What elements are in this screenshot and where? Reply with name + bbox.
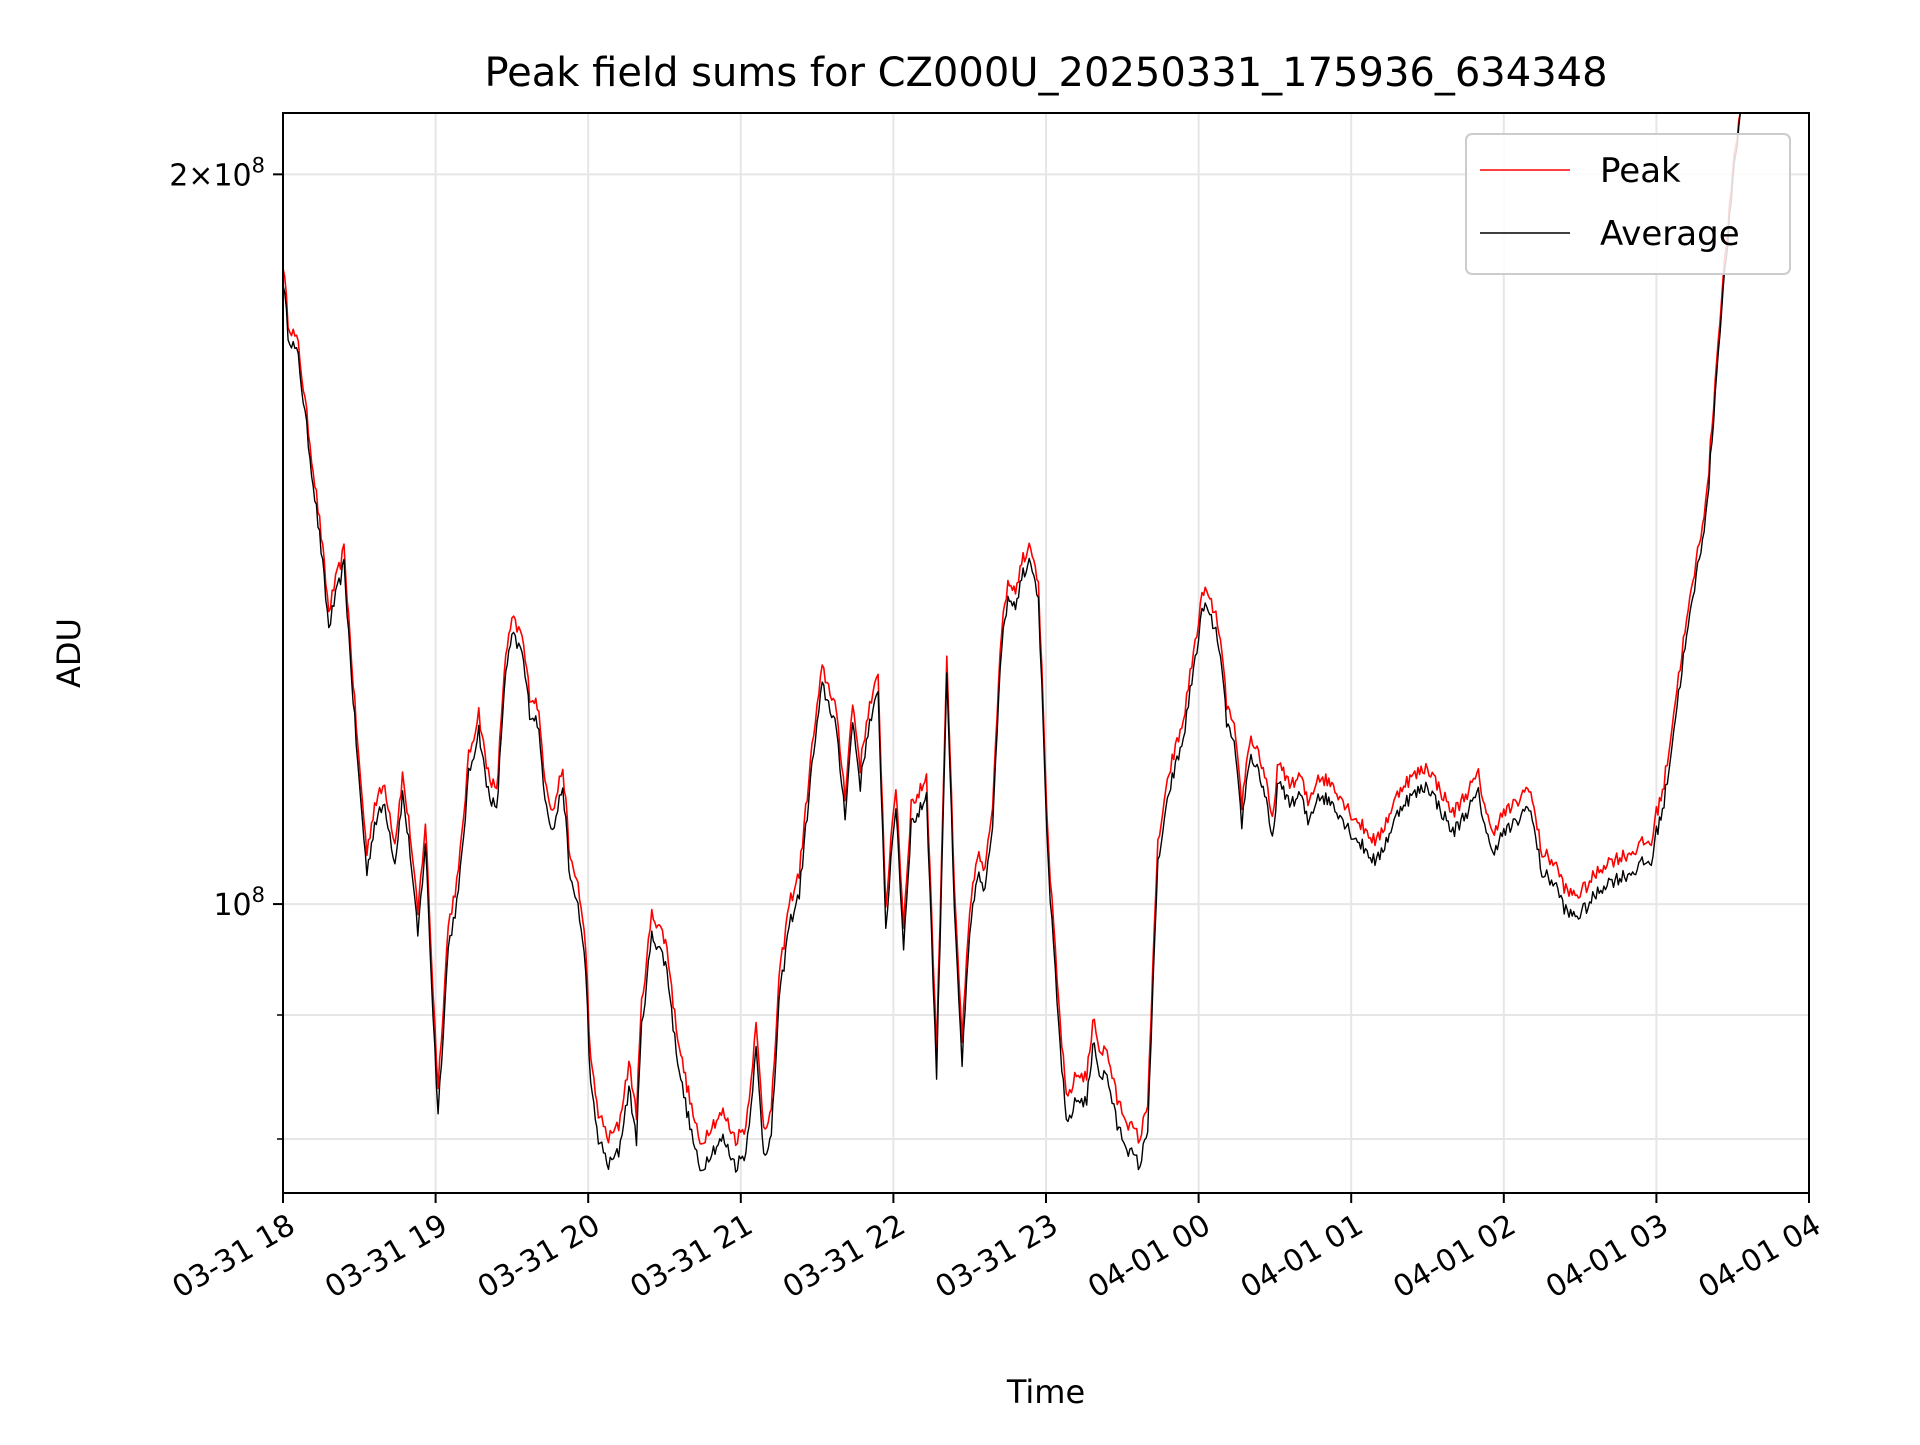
legend: Peak Average <box>1465 133 1791 275</box>
series-lines <box>282 112 1742 1173</box>
x-axis-label: Time <box>1006 1373 1085 1411</box>
x-tick-label: 03-31 19 <box>319 1208 453 1306</box>
legend-label-average: Average <box>1600 214 1740 254</box>
y-tick-label: 2×108 <box>169 153 265 193</box>
x-tick-label: 04-01 03 <box>1540 1208 1674 1306</box>
y-axis-label: ADU <box>50 618 88 688</box>
series-line-peak <box>282 112 1742 1147</box>
x-tick-label: 03-31 23 <box>930 1208 1064 1306</box>
x-tick-label: 04-01 02 <box>1387 1208 1521 1306</box>
x-tick-label: 03-31 21 <box>624 1208 758 1306</box>
series-line-average <box>282 112 1741 1173</box>
legend-box <box>1465 133 1791 275</box>
x-tick-label: 04-01 01 <box>1235 1208 1369 1306</box>
chart-title: Peak field sums for CZ000U_20250331_1759… <box>484 50 1607 96</box>
x-tick-label: 04-01 00 <box>1082 1208 1216 1306</box>
x-tick-label: 04-01 04 <box>1693 1208 1827 1306</box>
x-tick-label: 03-31 22 <box>777 1208 911 1306</box>
x-tick-label: 03-31 20 <box>472 1208 606 1306</box>
legend-label-peak: Peak <box>1600 151 1681 191</box>
y-tick-label: 108 <box>213 883 265 923</box>
x-tick-label: 03-31 18 <box>167 1208 301 1306</box>
